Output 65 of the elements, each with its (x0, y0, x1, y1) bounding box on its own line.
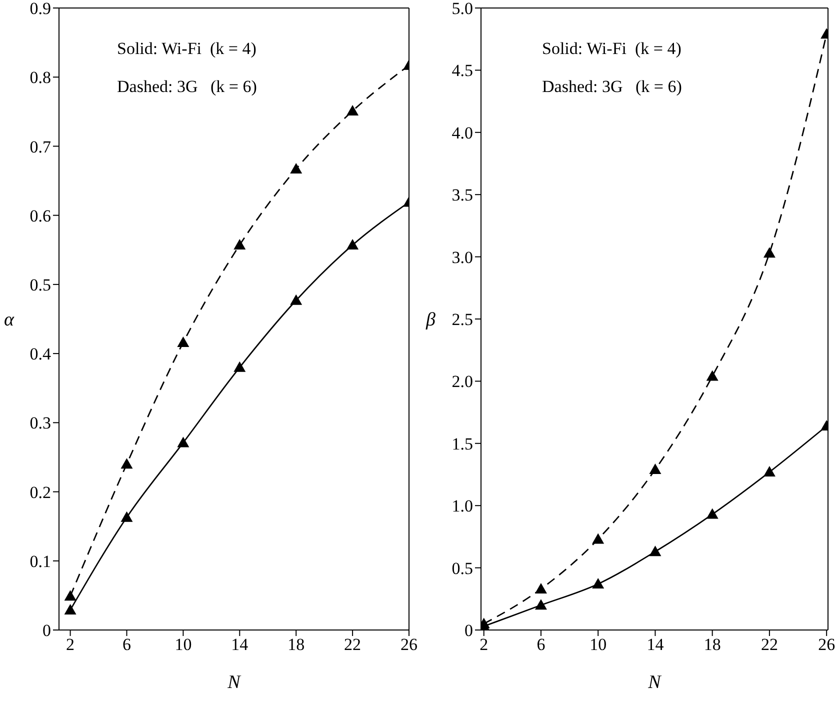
y-tick-label: 1.0 (452, 496, 473, 516)
x-tick-label: 14 (231, 635, 249, 654)
annotation: Dashed: 3G (k = 6) (542, 76, 682, 98)
y-tick-label: 1.5 (452, 434, 473, 454)
y-tick-label: 5.0 (452, 0, 473, 18)
point (64, 604, 76, 614)
x-tick-label: 18 (704, 635, 721, 654)
x-tick-label: 22 (760, 635, 778, 654)
y-tick-label: 0 (42, 621, 51, 640)
y-tick-label: 0.5 (30, 275, 51, 294)
x-tick-label: 6 (122, 635, 131, 654)
point (346, 239, 359, 250)
x-tick-label: 26 (818, 635, 836, 654)
point (763, 247, 776, 258)
annotation: Dashed: 3G (k = 6) (117, 76, 257, 98)
x-tick-label: 10 (174, 635, 192, 654)
y-tick-label: 0.9 (30, 0, 51, 18)
y-tick-label: 0.7 (30, 137, 52, 156)
x-axis-title: N (647, 672, 662, 693)
y-tick-label: 0.8 (30, 68, 51, 88)
annotation: Solid: Wi-Fi (k = 4) (542, 38, 682, 60)
y-tick-label: 3.0 (452, 248, 473, 267)
x-tick-label: 22 (344, 635, 362, 654)
point (649, 546, 662, 556)
y-tick-label: 0.3 (30, 414, 51, 433)
x-tick-label: 18 (288, 635, 305, 654)
point (177, 436, 190, 448)
point (592, 578, 604, 588)
point (592, 533, 604, 544)
y-tick-label: 0 (464, 621, 473, 640)
point (234, 239, 246, 250)
y-tick-label: 0.5 (452, 558, 473, 578)
point (290, 294, 302, 305)
y-axis-title: α (4, 310, 15, 331)
y-tick-label: 0.2 (30, 482, 51, 502)
point (290, 163, 302, 174)
y-axis-title: β (425, 310, 436, 331)
point (177, 336, 190, 347)
point (64, 590, 76, 601)
point (649, 464, 662, 474)
y-tick-label: 4.0 (452, 123, 473, 142)
x-tick-label: 6 (536, 635, 546, 654)
point (120, 511, 133, 522)
point (346, 104, 359, 116)
y-tick-label: 3.5 (452, 186, 473, 205)
y-tick-label: 2.5 (452, 310, 473, 330)
x-axis-title: N (226, 672, 242, 693)
point (120, 458, 133, 469)
x-tick-label: 2 (480, 635, 488, 654)
point (534, 599, 547, 610)
y-tick-label: 4.5 (452, 61, 473, 80)
y-tick-label: 0.4 (30, 344, 52, 364)
y-tick-label: 0.1 (30, 552, 51, 571)
annotation: Solid: Wi-Fi (k = 4) (117, 38, 257, 60)
x-tick-label: 26 (400, 635, 418, 654)
point (234, 361, 246, 372)
x-tick-label: 10 (590, 635, 607, 654)
x-tick-label: 2 (66, 635, 75, 654)
y-tick-label: 2.0 (452, 372, 473, 392)
point (763, 466, 776, 477)
y-tick-label: 0.6 (30, 206, 51, 226)
point (706, 370, 718, 381)
x-tick-label: 14 (646, 635, 664, 654)
point (534, 582, 547, 594)
point (706, 508, 718, 519)
